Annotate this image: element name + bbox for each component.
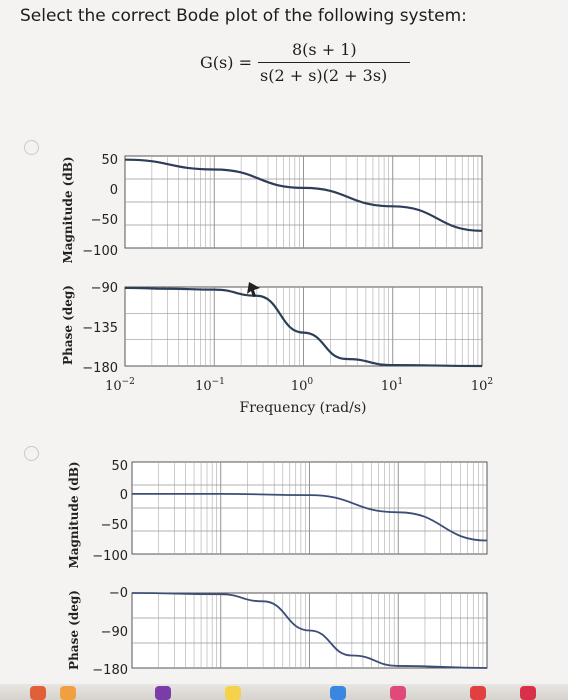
option-b-radio[interactable] (24, 446, 39, 461)
option-b-phase-panel (131, 592, 488, 669)
option-a-x-tick-label: 102 (471, 377, 493, 394)
app-icon[interactable] (470, 686, 486, 700)
option-a-mag-tick-label: 0 (110, 183, 118, 198)
option-a-magnitude-series-line (124, 158, 483, 232)
option-a-x-tick-label: 10−1 (195, 377, 225, 394)
option-a-phase-panel (124, 286, 483, 368)
option-a-magnitude-panel (124, 155, 483, 249)
option-b-phase-ylabel: Phase (deg) (67, 590, 81, 670)
option-a-mag-tick-label: −50 (91, 213, 118, 228)
option-a-magnitude-ylabel: Magnitude (dB) (61, 156, 75, 263)
cursor-arrow-icon (247, 282, 260, 297)
option-a-phase-tick-label: −135 (82, 321, 118, 336)
option-a-phase-ylabel: Phase (deg) (61, 285, 75, 365)
option-a-xlabel: Frequency (rad/s) (240, 400, 367, 416)
option-a-mag-tick-label: 50 (101, 153, 118, 168)
option-b-magnitude-panel (131, 461, 488, 555)
option-a-phase-tick-label: −180 (82, 361, 118, 376)
taskbar (0, 684, 568, 700)
option-b-mag-tick-label: −50 (101, 518, 128, 533)
option-a-mag-tick-label: −100 (82, 244, 118, 259)
fraction-bar (258, 62, 410, 63)
option-b-mag-tick-label: 0 (120, 488, 128, 503)
app-icon[interactable] (330, 686, 346, 700)
option-b-magnitude-ylabel: Magnitude (dB) (67, 461, 81, 568)
app-icon[interactable] (520, 686, 536, 700)
formula-denominator: s(2 + s)(2 + 3s) (260, 66, 388, 85)
question-text: Select the correct Bode plot of the foll… (20, 6, 467, 26)
option-b-phase-tick-label: −90 (101, 625, 128, 640)
app-icon[interactable] (390, 686, 406, 700)
option-a-phase-tick-label: −90 (91, 281, 118, 296)
option-a-x-tick-label: 101 (381, 377, 403, 394)
option-b-phase-series-line (131, 592, 488, 669)
option-b-phase-tick-label: −0 (109, 586, 128, 601)
app-icon[interactable] (60, 686, 76, 700)
app-icon[interactable] (30, 686, 46, 700)
app-icon[interactable] (225, 686, 241, 700)
option-a-phase-series-line (124, 286, 483, 368)
option-b-magnitude-series-line (132, 492, 488, 542)
option-a-x-tick-label: 100 (291, 377, 314, 394)
option-b-mag-tick-label: 50 (111, 459, 128, 474)
option-b-mag-tick-label: −100 (92, 549, 128, 564)
formula-lhs: G(s) = (200, 53, 252, 72)
option-b-phase-tick-label: −180 (92, 663, 128, 678)
app-icon[interactable] (155, 686, 171, 700)
formula-numerator: 8(s + 1) (292, 40, 357, 59)
option-a-radio[interactable] (24, 140, 39, 155)
option-a-x-tick-label: 10−2 (105, 377, 135, 394)
